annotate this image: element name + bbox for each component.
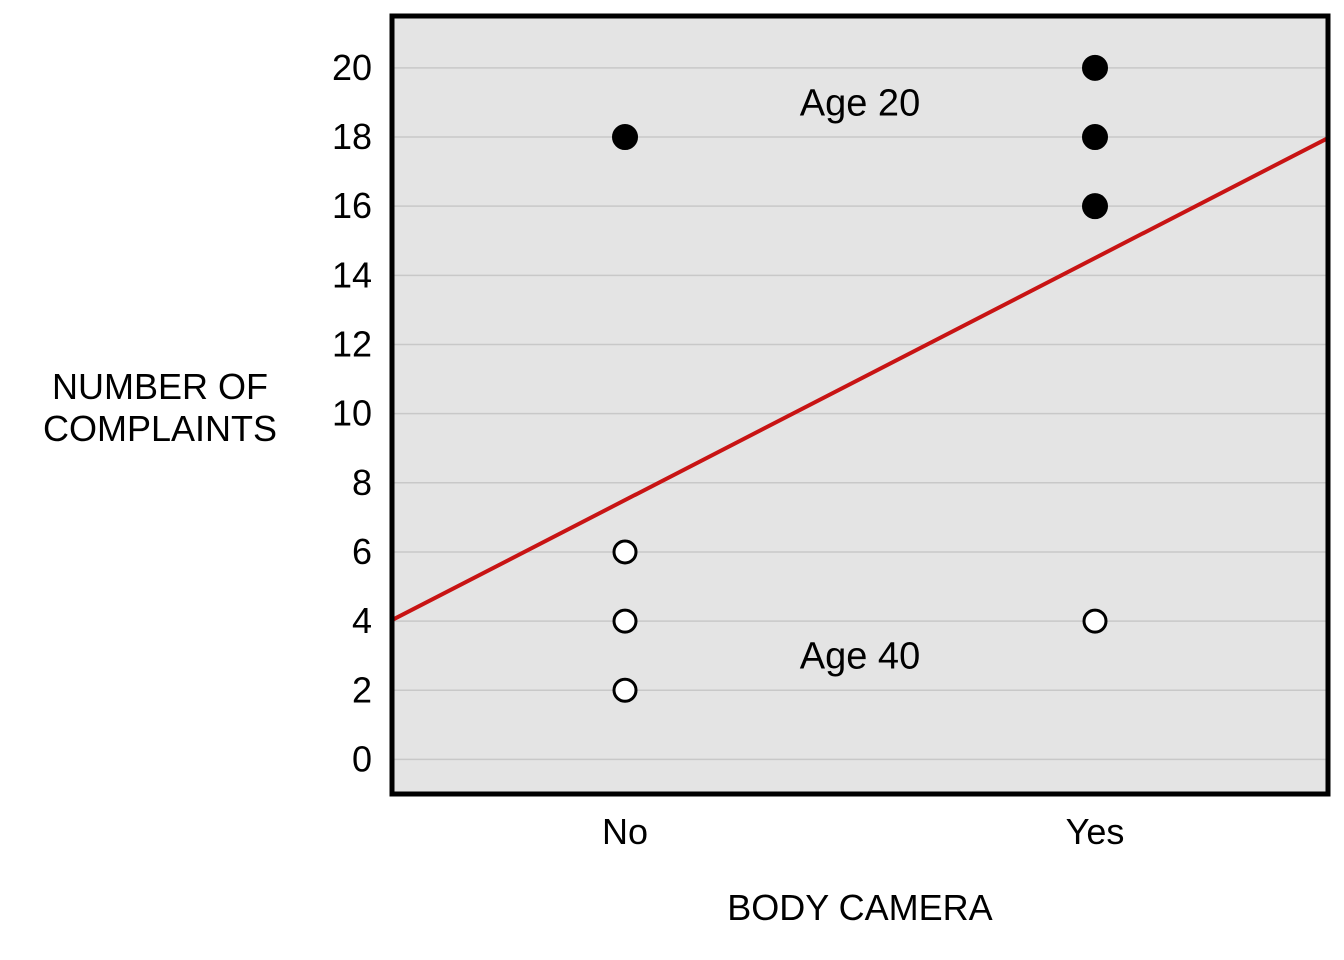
y-axis-title-line-1: NUMBER OF (52, 366, 268, 407)
y-axis-ticks: 0 2 4 6 8 10 12 14 16 18 20 (332, 47, 372, 780)
filled-data-point (1082, 193, 1108, 220)
data-points (612, 54, 1108, 703)
filled-data-point (612, 124, 638, 151)
filled-data-point (1082, 54, 1108, 81)
y-tick-label: 2 (352, 669, 372, 710)
y-tick-label: 6 (352, 531, 372, 572)
y-tick-label: 14 (332, 254, 372, 295)
group-annotation: Age 40 (800, 636, 920, 678)
y-tick-label: 18 (332, 116, 372, 157)
y-tick-label: 20 (332, 47, 372, 88)
y-tick-label: 4 (352, 600, 372, 641)
y-tick-label: 16 (332, 185, 372, 226)
x-axis-ticks: No Yes (602, 811, 1124, 852)
open-data-point (612, 539, 638, 565)
filled-data-point (1082, 124, 1108, 151)
y-tick-label: 0 (352, 738, 372, 779)
grid-lines (392, 67, 1328, 761)
y-axis-title-line-2: COMPLAINTS (43, 408, 277, 449)
fit-line (390, 136, 1330, 623)
plot-frame (389, 13, 1331, 797)
x-tick-label: Yes (1066, 811, 1125, 852)
open-data-point (1082, 608, 1108, 634)
plot-panel (392, 16, 1328, 794)
open-data-point (612, 677, 638, 703)
open-data-point (612, 608, 638, 634)
x-tick-label: No (602, 811, 648, 852)
y-tick-label: 12 (332, 323, 372, 364)
x-axis-title: BODY CAMERA (727, 887, 992, 928)
annotations: Age 20 Age 40 (800, 82, 920, 677)
y-tick-label: 8 (352, 462, 372, 503)
y-tick-label: 10 (332, 393, 372, 434)
group-annotation: Age 20 (800, 82, 920, 124)
fit-line-group (390, 136, 1330, 623)
